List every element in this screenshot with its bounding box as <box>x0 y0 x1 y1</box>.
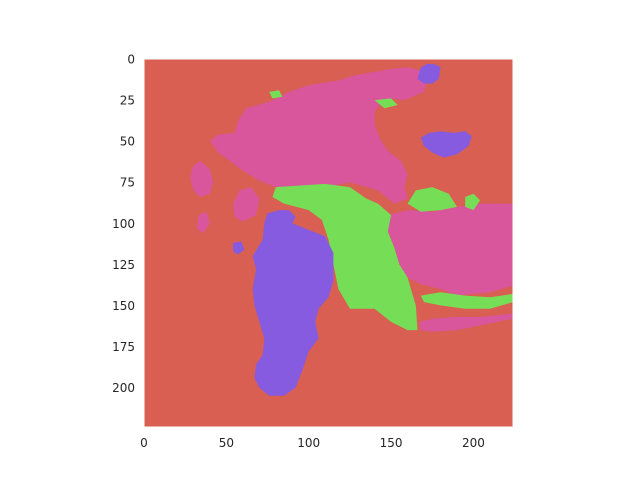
y-tick-label: 50 <box>120 135 135 149</box>
heatmap-region-class-2 <box>420 292 513 309</box>
heatmap-region-class-1 <box>419 313 513 332</box>
y-tick-label: 75 <box>120 176 135 190</box>
plot-area <box>143 58 514 428</box>
heatmap-region-class-1 <box>387 203 513 296</box>
y-tick-label: 100 <box>112 217 135 231</box>
y-tick-label: 0 <box>127 53 135 67</box>
x-tick-label: 50 <box>219 436 234 450</box>
y-tick-label: 175 <box>112 340 135 354</box>
y-tick-label: 125 <box>112 258 135 272</box>
plot-frame <box>143 58 514 428</box>
heatmap-region-class-2 <box>374 98 398 109</box>
y-tick-label: 25 <box>120 94 135 108</box>
heatmap-region-class-2 <box>272 183 418 331</box>
heatmap-region-class-3 <box>233 241 245 255</box>
x-tick-label: 200 <box>462 436 485 450</box>
y-tick-label: 200 <box>112 381 135 395</box>
x-tick-label: 0 <box>140 436 148 450</box>
heatmap-region-class-2 <box>407 187 457 212</box>
heatmap-region-class-1 <box>196 211 210 234</box>
heatmap-region-class-1 <box>209 67 428 204</box>
heatmap-region-class-2 <box>269 90 283 99</box>
heatmap-region-class-1 <box>233 187 260 222</box>
heatmap-region-class-3 <box>417 63 441 84</box>
x-axis: 0 50 100 150 200 <box>140 436 485 450</box>
x-tick-label: 150 <box>380 436 403 450</box>
y-tick-label: 150 <box>112 299 135 313</box>
heatmap-region-class-3 <box>252 210 334 396</box>
heatmap-region-class-1 <box>190 160 214 197</box>
heatmap-region-class-3 <box>420 131 472 158</box>
x-tick-label: 100 <box>297 436 320 450</box>
heatmap-region-class-2 <box>465 193 481 211</box>
y-axis: 0 25 50 75 100 125 150 175 200 <box>112 53 135 396</box>
